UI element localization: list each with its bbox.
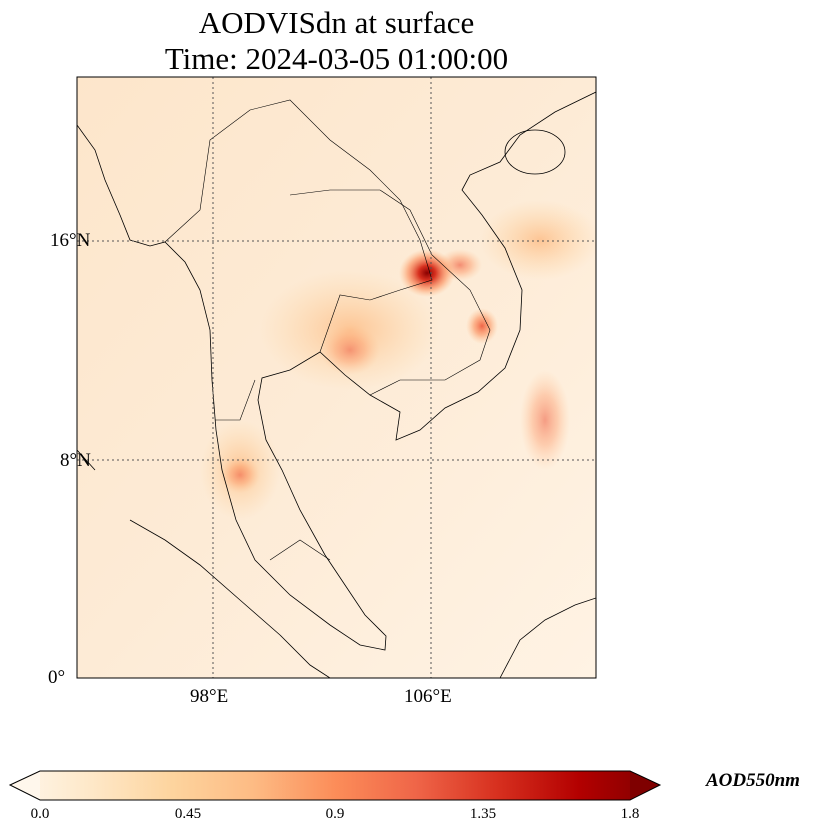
colorbar-tick: 0.9 (325, 806, 345, 822)
colorbar-label: AOD550nm (706, 770, 800, 791)
colorbar-tick: 1.35 (469, 806, 497, 822)
colorbar-tick: 0.45 (174, 806, 202, 822)
colorbar (8, 770, 662, 801)
map-area[interactable] (77, 77, 600, 678)
colorbar-tick: 1.8 (620, 806, 640, 822)
lon-label-106e: 106°E (404, 686, 452, 707)
map-title: AODVISdn at surface (198, 5, 475, 40)
lat-label-0: 0° (48, 667, 66, 688)
map-time: Time: 2024-03-05 01:00:00 (164, 41, 509, 76)
gridlines (77, 77, 596, 678)
colorbar-tick: 0.0 (30, 806, 50, 822)
lon-label-98e: 98°E (190, 686, 229, 707)
lat-label-8n: 8°N (60, 450, 91, 471)
coastlines (77, 91, 596, 678)
map-frame (76, 76, 597, 679)
country-borders (164, 99, 491, 561)
lat-label-16n: 16°N (50, 230, 91, 251)
